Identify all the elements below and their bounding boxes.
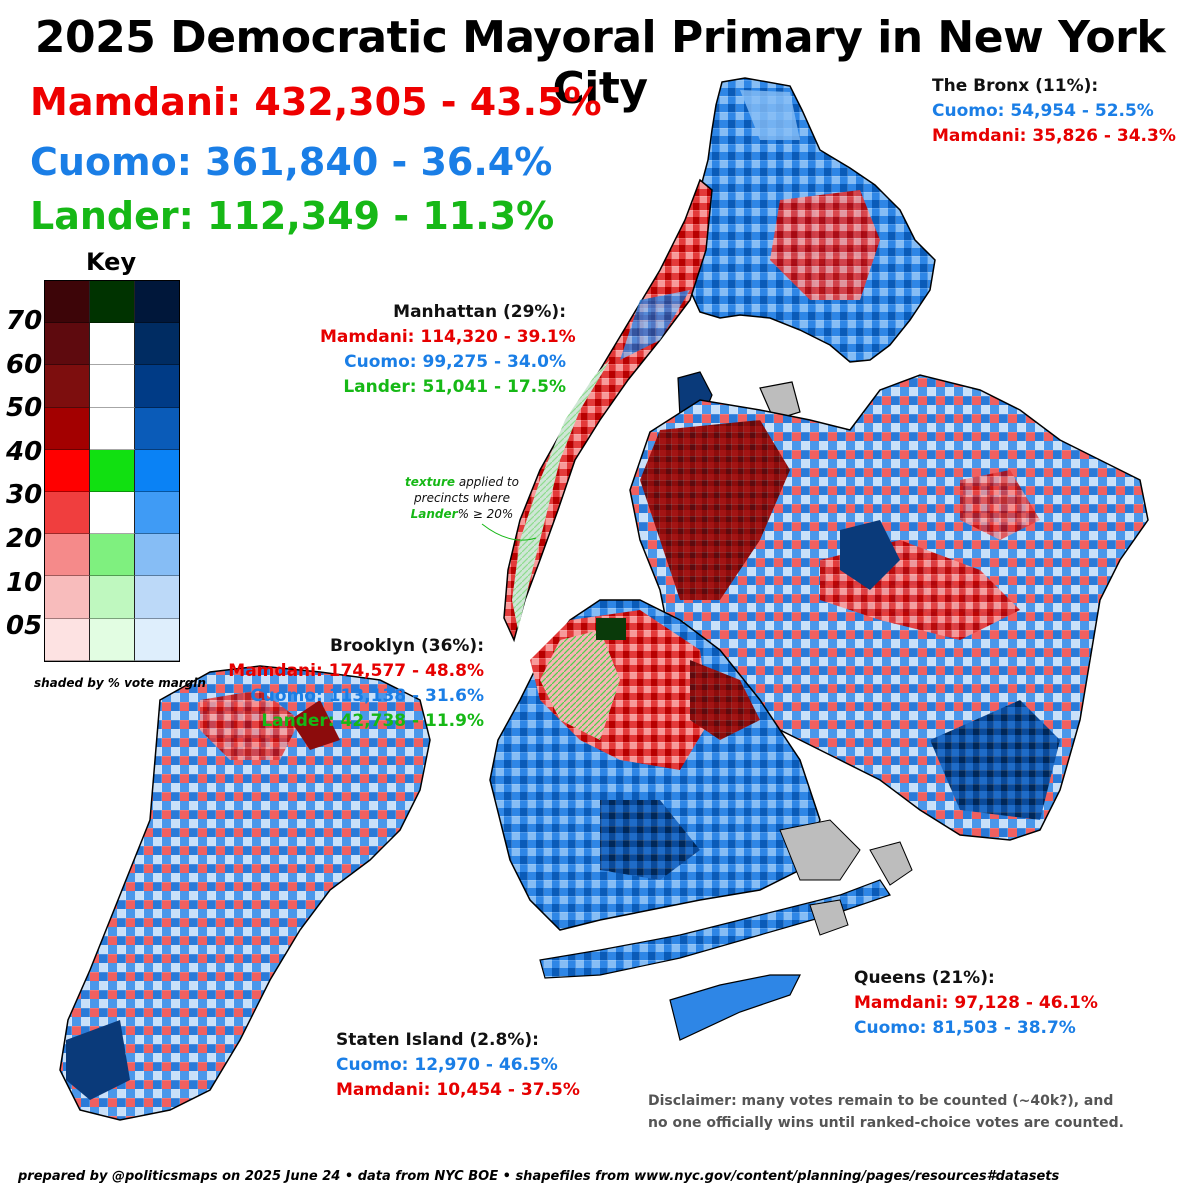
key-swatch	[90, 323, 135, 366]
manhattan-mamdani: Mamdani: 114,320 - 39.1%	[320, 327, 576, 347]
key-swatch	[45, 576, 90, 619]
key-swatch	[90, 618, 135, 661]
key-swatch	[45, 365, 90, 408]
key-swatch	[135, 281, 179, 324]
key-swatch	[135, 365, 179, 408]
key-label: 60	[6, 349, 43, 380]
staten-island-results: Staten Island (2.8%): Cuomo: 12,970 - 46…	[336, 1028, 580, 1103]
disclaimer-line1: Disclaimer: many votes remain to be coun…	[648, 1093, 1114, 1109]
queens-results: Queens (21%): Mamdani: 97,128 - 46.1% Cu…	[854, 966, 1098, 1041]
staten-island-shape	[59, 665, 431, 1121]
key-label: 40	[6, 436, 43, 467]
manhattan-cuomo: Cuomo: 99,275 - 34.0%	[344, 352, 566, 372]
key-swatch	[90, 281, 135, 324]
brooklyn-cuomo: Cuomo: 113,138 - 31.6%	[250, 686, 484, 706]
brooklyn-lander: Lander: 42,738 - 11.9%	[261, 711, 484, 731]
key-swatch	[90, 534, 135, 577]
bronx-cuomo: Cuomo: 54,954 - 52.5%	[932, 101, 1154, 121]
total-mamdani: Mamdani: 432,305 - 43.5%	[30, 80, 602, 124]
key-swatch	[90, 576, 135, 619]
bronx-name: The Bronx (11%):	[932, 76, 1099, 96]
key-swatch	[45, 407, 90, 450]
texture-note: texture applied to precincts where Lande…	[392, 474, 532, 522]
queens-cuomo: Cuomo: 81,503 - 38.7%	[854, 1018, 1076, 1038]
manhattan-name: Manhattan (29%):	[393, 302, 566, 322]
key-swatch	[90, 365, 135, 408]
brooklyn-results: Brooklyn (36%): Mamdani: 174,577 - 48.8%…	[222, 634, 484, 734]
staten-island-name: Staten Island (2.8%):	[336, 1030, 539, 1050]
note-line3: % ≥ 20%	[457, 507, 514, 521]
total-lander: Lander: 112,349 - 11.3%	[30, 194, 555, 238]
total-cuomo: Cuomo: 361,840 - 36.4%	[30, 140, 553, 184]
key-swatch	[45, 281, 90, 324]
key-swatch	[45, 323, 90, 366]
note-pointer	[481, 523, 537, 541]
key-swatch	[135, 618, 179, 661]
key-swatch	[45, 534, 90, 577]
queens-mamdani: Mamdani: 97,128 - 46.1%	[854, 993, 1098, 1013]
key-swatch	[135, 534, 179, 577]
key-caption: shaded by % vote margin	[34, 676, 206, 690]
manhattan-results: Manhattan (29%): Mamdani: 114,320 - 39.1…	[320, 300, 576, 400]
key-swatch	[135, 576, 179, 619]
bronx-results: The Bronx (11%): Cuomo: 54,954 - 52.5% M…	[932, 74, 1176, 149]
key-swatch	[90, 407, 135, 450]
key-label: 20	[6, 524, 43, 554]
key-legend	[44, 280, 180, 662]
key-swatch	[135, 492, 179, 535]
note-line2: precincts where	[414, 491, 510, 505]
staten-island-mamdani: Mamdani: 10,454 - 37.5%	[336, 1080, 580, 1100]
note-line1: applied to	[455, 475, 519, 489]
queens-name: Queens (21%):	[854, 968, 995, 988]
key-label: 05	[6, 611, 43, 642]
key-label: 30	[6, 480, 43, 511]
key-label: 50	[6, 393, 43, 424]
brooklyn-name: Brooklyn (36%):	[330, 636, 484, 656]
key-swatch	[135, 407, 179, 450]
note-lander-word: Lander	[410, 507, 458, 521]
disclaimer: Disclaimer: many votes remain to be coun…	[648, 1090, 1124, 1134]
key-swatch	[45, 492, 90, 535]
staten-island-cuomo: Cuomo: 12,970 - 46.5%	[336, 1055, 558, 1075]
note-texture-word: texture	[405, 475, 455, 489]
brooklyn-mamdani: Mamdani: 174,577 - 48.8%	[228, 661, 484, 681]
key-swatch	[45, 449, 90, 492]
key-swatch	[90, 492, 135, 535]
key-swatch	[135, 449, 179, 492]
bronx-mamdani: Mamdani: 35,826 - 34.3%	[932, 126, 1176, 146]
map-title: 2025 Democratic Mayoral Primary in New Y…	[34, 12, 1166, 114]
key-swatch	[90, 449, 135, 492]
key-title: Key	[86, 248, 137, 276]
key-label: 10	[6, 567, 43, 598]
key-swatch	[135, 323, 179, 366]
key-label: 70	[6, 306, 43, 336]
credit-line: prepared by @politicsmaps on 2025 June 2…	[18, 1169, 1060, 1184]
manhattan-lander: Lander: 51,041 - 17.5%	[343, 377, 566, 397]
key-swatch	[45, 618, 90, 661]
disclaimer-line2: no one officially wins until ranked-choi…	[648, 1115, 1124, 1131]
